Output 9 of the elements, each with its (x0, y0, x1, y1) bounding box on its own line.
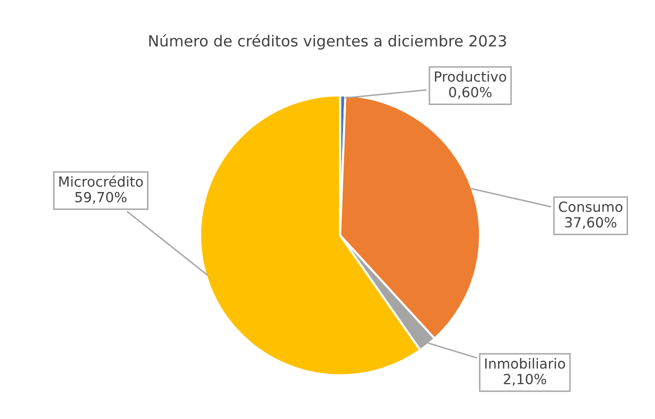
slice-label: Inmobiliario (485, 358, 566, 369)
data-label: 37,60% (565, 217, 616, 229)
data-label: 2,10% (504, 374, 546, 386)
slice-label: Microcrédito (59, 176, 143, 187)
slice-label: Consumo (558, 202, 622, 212)
chart-title: Número de créditos vigentes a diciembre 2023 (149, 34, 506, 50)
data-label: 0,60% (449, 86, 492, 99)
data-label: 59,70% (75, 192, 126, 204)
slice-label: Productivo (434, 71, 506, 82)
